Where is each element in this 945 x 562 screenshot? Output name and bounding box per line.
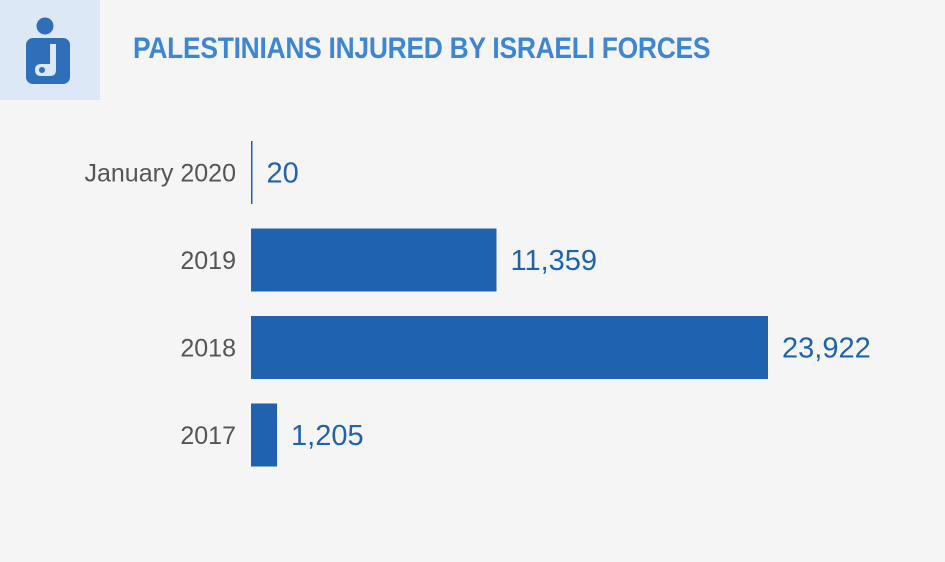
value-label: 20	[267, 158, 299, 190]
category-label: 2019	[180, 247, 236, 275]
bar	[251, 403, 278, 467]
bar	[251, 141, 253, 204]
chart-title: PALESTINIANS INJURED BY ISRAELI FORCES	[133, 32, 711, 65]
icon-box	[0, 0, 100, 100]
value-label: 11,359	[510, 245, 597, 277]
injured-person-icon	[26, 17, 70, 84]
bar	[251, 316, 768, 379]
value-label: 23,922	[782, 333, 871, 365]
category-label: 2018	[180, 335, 236, 363]
bar	[251, 228, 497, 292]
category-label: 2017	[180, 422, 236, 450]
value-label: 1,205	[291, 420, 364, 452]
category-label: January 2020	[84, 160, 236, 188]
